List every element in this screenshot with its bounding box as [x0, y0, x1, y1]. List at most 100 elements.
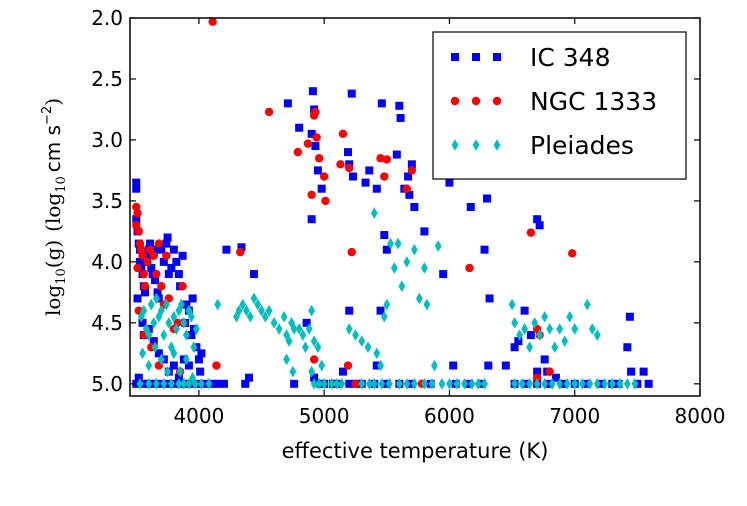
legend-marker: [451, 139, 459, 151]
data-point: [588, 323, 596, 335]
data-point: [157, 245, 166, 254]
data-point: [198, 378, 205, 390]
data-point: [380, 310, 388, 323]
data-point: [261, 310, 269, 323]
data-point: [526, 378, 534, 390]
data-point: [319, 172, 329, 181]
data-point: [345, 163, 354, 173]
data-point: [301, 341, 309, 354]
legend-marker: [471, 96, 481, 106]
data-point: [514, 337, 523, 346]
data-point: [548, 378, 556, 390]
data-point: [152, 378, 160, 390]
data-point: [162, 251, 171, 260]
data-point: [139, 269, 148, 279]
data-point: [194, 355, 203, 364]
data-point: [627, 367, 636, 376]
data-point: [347, 247, 356, 257]
data-point: [182, 300, 191, 309]
data-point: [578, 378, 586, 390]
data-point: [536, 329, 544, 341]
data-point: [180, 317, 188, 329]
data-point: [167, 263, 176, 272]
data-point: [321, 196, 330, 206]
data-point: [531, 317, 539, 329]
data-point: [307, 129, 316, 138]
x-tick-label: 8000: [675, 404, 726, 428]
data-point: [571, 323, 579, 335]
data-point: [402, 184, 412, 193]
data-point: [137, 310, 145, 323]
data-point: [377, 99, 386, 108]
data-point: [464, 379, 473, 388]
data-point: [167, 378, 175, 390]
data-point: [283, 99, 292, 108]
data-point: [518, 378, 526, 390]
data-point: [233, 310, 240, 323]
data-point: [405, 190, 414, 199]
data-point: [361, 178, 370, 187]
data-point: [468, 378, 476, 390]
data-point: [275, 323, 283, 335]
data-point: [563, 378, 571, 390]
data-point: [136, 257, 145, 266]
data-point: [423, 298, 431, 311]
data-point: [235, 304, 243, 317]
data-point: [566, 310, 574, 323]
data-point: [152, 269, 161, 279]
data-point: [380, 172, 389, 181]
data-point: [623, 378, 631, 390]
data-point: [535, 221, 544, 230]
data-point: [149, 337, 158, 346]
data-point: [180, 378, 188, 390]
data-point: [190, 341, 198, 354]
legend-label: NGC 1333: [530, 87, 657, 116]
data-point: [139, 347, 146, 360]
data-point: [160, 329, 168, 341]
data-point: [280, 310, 288, 323]
data-point: [172, 323, 180, 335]
data-point: [415, 292, 423, 305]
data-point: [136, 378, 144, 390]
data-point: [308, 87, 317, 96]
legend-entry: Pleiades: [451, 131, 634, 160]
data-point: [219, 379, 228, 388]
data-point: [404, 172, 413, 181]
data-point: [317, 184, 326, 193]
data-point: [320, 378, 328, 390]
data-point: [333, 378, 341, 390]
data-point: [175, 378, 183, 390]
data-point: [154, 349, 163, 358]
data-point: [583, 298, 591, 311]
data-point: [133, 294, 142, 303]
data-point: [176, 365, 184, 378]
data-point: [608, 378, 616, 390]
data-point: [446, 378, 453, 390]
data-point: [201, 379, 210, 388]
data-point: [311, 107, 320, 117]
data-point: [305, 323, 313, 335]
data-point: [407, 166, 417, 175]
data-point: [348, 172, 357, 181]
data-point: [182, 329, 190, 341]
data-point: [410, 243, 418, 256]
data-point: [285, 335, 293, 347]
data-point: [396, 113, 405, 122]
data-point: [146, 239, 155, 248]
data-point: [508, 298, 516, 311]
data-point: [293, 147, 303, 157]
data-point: [365, 378, 373, 390]
data-point: [639, 367, 648, 376]
data-point: [380, 231, 389, 240]
x-tick-label: 5000: [299, 404, 350, 428]
data-point: [310, 373, 319, 382]
data-point: [162, 298, 170, 311]
data-point: [465, 263, 474, 273]
data-point: [141, 288, 150, 297]
data-point: [250, 292, 258, 305]
data-point: [299, 329, 307, 341]
legend-label: Pleiades: [530, 131, 634, 160]
legend-marker: [493, 53, 501, 61]
data-point: [143, 251, 152, 260]
